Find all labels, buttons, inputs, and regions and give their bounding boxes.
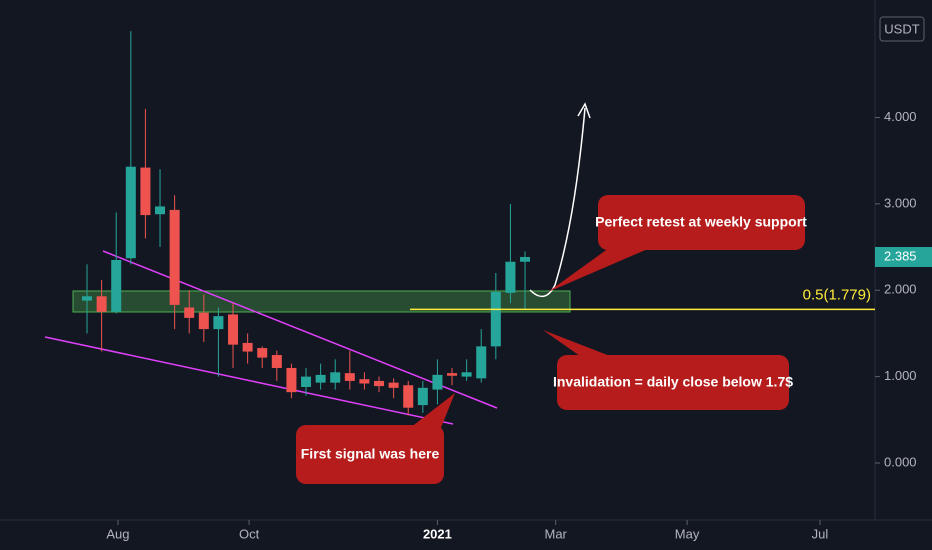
- candle-body: [476, 346, 487, 379]
- callout-box: [557, 355, 789, 410]
- candle-body: [344, 373, 355, 381]
- y-tick-label: 2.000: [884, 282, 917, 297]
- x-tick-label: Aug: [106, 526, 129, 541]
- candle-body: [184, 307, 195, 318]
- annotation: Invalidation = daily close below 1.7$: [553, 374, 793, 390]
- x-tick-label: Mar: [544, 526, 567, 541]
- candle-body: [505, 261, 516, 293]
- candle-body: [271, 355, 282, 368]
- candle-body: [432, 374, 443, 390]
- candle-body: [301, 376, 312, 387]
- candle-body: [213, 316, 224, 330]
- candle-body: [417, 387, 428, 406]
- candle-body: [155, 206, 166, 215]
- candle-body: [374, 380, 385, 387]
- candle-body: [96, 296, 107, 312]
- y-tick-label: 4.000: [884, 109, 917, 124]
- callout-pointer: [548, 240, 650, 292]
- candle-body: [330, 372, 341, 383]
- y-tick-label: 1.000: [884, 368, 917, 383]
- candle-body: [242, 342, 253, 352]
- candle-body: [315, 374, 326, 383]
- last-price-label: 2.385: [884, 248, 917, 263]
- callout-box: [296, 425, 444, 484]
- candle-body: [125, 166, 136, 259]
- candle-body: [111, 260, 122, 312]
- candle-body: [447, 373, 458, 376]
- candle-body: [520, 256, 531, 262]
- candle-body: [461, 372, 472, 377]
- currency-label: USDT: [884, 21, 919, 36]
- candle-body: [169, 209, 180, 305]
- fib-label: 0.5(1.779): [803, 286, 871, 303]
- candle-body: [228, 314, 239, 345]
- candle-body: [490, 291, 501, 347]
- annotation: First signal was here: [301, 446, 440, 462]
- arrow-head: [577, 102, 591, 119]
- y-tick-label: 0.000: [884, 454, 917, 469]
- x-tick-label: Oct: [239, 526, 260, 541]
- currency-box[interactable]: [879, 16, 925, 42]
- lower-trendline: [44, 336, 454, 425]
- x-tick-label: Jul: [812, 526, 829, 541]
- projection-arrow: [529, 107, 586, 298]
- y-tick-label: 3.000: [884, 195, 917, 210]
- candle-body: [403, 385, 414, 408]
- callout-pointer: [543, 330, 610, 356]
- callout-box: [598, 195, 805, 250]
- support-zone: [72, 290, 571, 313]
- x-tick-label: 2021: [423, 526, 452, 541]
- callout-pointer: [410, 393, 455, 430]
- candle-body: [198, 312, 209, 330]
- candle-body: [140, 167, 151, 216]
- candle-body: [286, 367, 297, 393]
- x-tick-label: May: [675, 526, 700, 541]
- candle-body: [388, 382, 399, 388]
- candle-body: [257, 348, 268, 358]
- annotation: Perfect retest at weekly support: [595, 214, 807, 230]
- last-price-tag: [875, 246, 932, 267]
- candle-body: [359, 379, 370, 384]
- candle-body: [82, 296, 93, 301]
- upper-trendline: [102, 250, 498, 409]
